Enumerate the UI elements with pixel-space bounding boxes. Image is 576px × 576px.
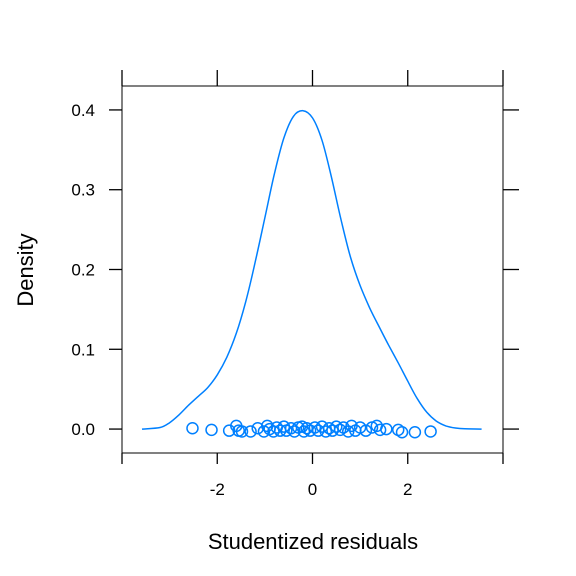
rug-point — [297, 425, 311, 438]
rug-point — [251, 422, 264, 435]
plot-frame — [121, 85, 504, 454]
density-curve — [141, 109, 482, 430]
rug-point — [300, 422, 314, 435]
x-tick-label: -2 — [210, 480, 225, 499]
rug-point — [330, 420, 343, 433]
rug-point — [333, 423, 347, 437]
rug-point — [186, 422, 199, 435]
y-tick-label: 0.3 — [71, 181, 95, 200]
x-tick-label: 0 — [308, 480, 317, 499]
y-tick-label: 0.2 — [71, 261, 95, 280]
rug-point — [267, 425, 280, 438]
rug-point — [235, 425, 249, 438]
x-tick-label: 2 — [403, 480, 412, 499]
x-axis-top — [121, 70, 504, 86]
rug-point — [308, 421, 322, 434]
rug-points — [186, 419, 437, 439]
rug-point — [359, 424, 373, 437]
x-axis-bottom: -2 0 2 — [121, 453, 504, 499]
y-axis-left: 0.0 0.1 0.2 0.3 0.4 — [71, 101, 122, 439]
y-tick-label: 0.1 — [71, 340, 95, 359]
y-axis-label: Density — [13, 233, 38, 306]
rug-point — [395, 426, 409, 439]
rug-point — [319, 425, 333, 438]
rug-point — [322, 422, 336, 435]
rug-point — [424, 425, 437, 438]
y-tick-label: 0.0 — [71, 420, 95, 439]
rug-point — [244, 425, 257, 438]
rug-point — [326, 424, 339, 437]
x-axis-label: Studentized residuals — [208, 529, 418, 554]
rug-point — [205, 423, 218, 437]
rug-point — [408, 426, 422, 439]
y-tick-label: 0.4 — [71, 101, 95, 120]
y-axis-right — [503, 109, 519, 430]
rug-point — [380, 422, 393, 436]
rug-point — [373, 423, 387, 437]
